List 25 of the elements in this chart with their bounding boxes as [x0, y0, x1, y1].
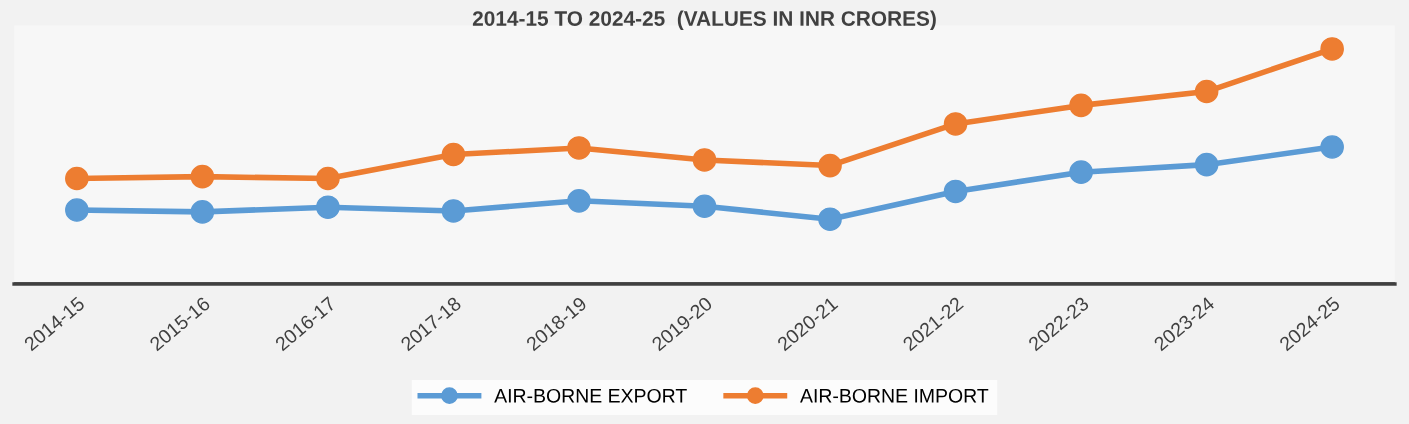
point — [692, 194, 717, 219]
chart-title: 2014-15 TO 2024-25 (VALUES IN INR CRORES) — [472, 10, 936, 31]
point — [943, 112, 968, 136]
point — [65, 166, 89, 191]
point — [316, 166, 340, 191]
point — [65, 198, 89, 222]
point — [316, 195, 340, 219]
point — [567, 136, 591, 160]
point — [692, 148, 717, 172]
point — [1320, 37, 1344, 61]
point — [567, 189, 591, 213]
point — [441, 199, 466, 223]
legend-label: AIR-BORNE IMPORT — [800, 388, 989, 403]
point — [818, 153, 842, 178]
point — [1069, 160, 1093, 184]
point — [190, 200, 215, 224]
legend-label: AIR-BORNE EXPORT — [494, 388, 687, 403]
point — [818, 207, 842, 231]
point — [943, 179, 968, 204]
point — [1320, 135, 1344, 159]
point — [1194, 79, 1219, 104]
point — [1194, 152, 1219, 177]
point — [441, 142, 466, 167]
point — [190, 164, 215, 189]
point — [1069, 93, 1093, 118]
